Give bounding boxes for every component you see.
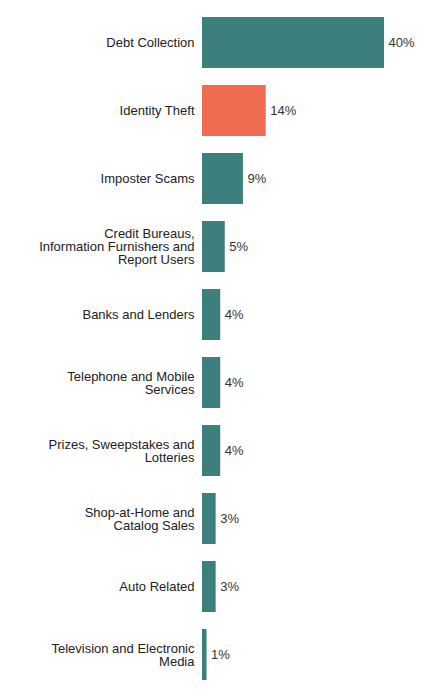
svg-text:3%: 3% [220,511,239,526]
svg-text:Prizes, Sweepstakes andLotteri: Prizes, Sweepstakes andLotteries [49,437,195,465]
svg-text:5%: 5% [229,239,248,254]
svg-text:14%: 14% [270,103,296,118]
svg-text:Credit Bureaus,Information Fur: Credit Bureaus,Information Furnishers an… [39,226,195,267]
svg-text:Identity Theft: Identity Theft [120,103,195,118]
svg-text:3%: 3% [220,579,239,594]
svg-text:Banks and Lenders: Banks and Lenders [82,307,195,322]
svg-text:Shop-at-Home andCatalog Sales: Shop-at-Home andCatalog Sales [85,505,195,533]
svg-text:Auto Related: Auto Related [119,579,194,594]
svg-text:4%: 4% [225,307,244,322]
svg-text:Telephone and MobileServices: Telephone and MobileServices [67,369,195,397]
svg-text:9%: 9% [247,171,266,186]
svg-text:4%: 4% [225,375,244,390]
svg-text:4%: 4% [225,443,244,458]
svg-text:Television and ElectronicMedia: Television and ElectronicMedia [51,641,195,669]
svg-text:1%: 1% [211,647,230,662]
svg-text:40%: 40% [389,35,415,50]
svg-text:Imposter Scams: Imposter Scams [101,171,195,186]
svg-text:Debt Collection: Debt Collection [106,35,194,50]
